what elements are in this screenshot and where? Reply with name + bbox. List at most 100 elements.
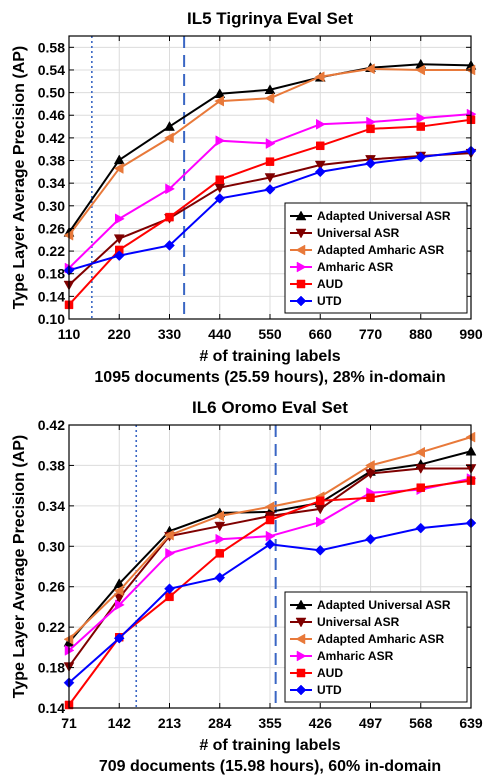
x-tick-label: 990 xyxy=(459,326,483,342)
legend-label: AUD xyxy=(317,666,343,680)
data-point xyxy=(264,173,276,184)
data-point xyxy=(366,493,375,503)
data-point xyxy=(165,592,174,602)
chart-il6-oromo: IL6 Oromo Eval Set 0.14 0.18 0.22 0.26 0.30 0.… xyxy=(11,398,483,775)
data-point xyxy=(163,132,174,144)
data-point xyxy=(113,163,124,174)
data-point xyxy=(316,516,326,528)
data-point xyxy=(416,122,425,131)
data-point xyxy=(215,135,226,147)
data-point xyxy=(214,572,226,583)
data-point xyxy=(265,515,275,525)
y-tick-label: 0.26 xyxy=(38,220,65,236)
legend: Adapted Universal ASR Universal ASR Adapte… xyxy=(284,591,468,703)
data-point xyxy=(366,124,375,134)
x-tick-label: 660 xyxy=(309,326,333,342)
y-tick-label: 0.26 xyxy=(38,579,65,595)
x-tick-label: 71 xyxy=(61,715,77,731)
x-axis-label: # of training labels xyxy=(199,737,340,754)
data-point xyxy=(214,521,226,532)
y-tick-label: 0.18 xyxy=(38,660,65,676)
data-point xyxy=(165,183,176,195)
data-point xyxy=(164,240,175,251)
x-tick-label: 426 xyxy=(309,715,333,731)
data-point xyxy=(163,529,174,541)
legend-label: Universal ASR xyxy=(317,226,400,240)
legend-label: Adapted Amharic ASR xyxy=(317,632,444,646)
y-tick-label: 0.22 xyxy=(38,619,65,635)
data-point xyxy=(215,175,224,185)
x-tick-label: 550 xyxy=(258,326,282,342)
data-point xyxy=(316,118,326,130)
data-point xyxy=(264,92,275,104)
y-tick-label: 0.34 xyxy=(38,498,65,514)
legend-marker xyxy=(296,650,307,662)
legend-label: UTD xyxy=(317,294,342,308)
y-tick-label: 0.14 xyxy=(38,288,65,304)
y-tick-label: 0.58 xyxy=(38,39,65,55)
data-point xyxy=(165,547,176,559)
chart-caption: 1095 documents (25.59 hours), 28% in-dom… xyxy=(94,369,445,386)
chart-title: IL5 Tigrinya Eval Set xyxy=(187,9,353,28)
data-point xyxy=(415,64,425,76)
data-point xyxy=(264,184,276,195)
data-point xyxy=(364,63,375,75)
x-tick-label: 770 xyxy=(359,326,383,342)
legend: Adapted Universal ASR Universal ASR Adapte… xyxy=(284,202,468,314)
data-point xyxy=(113,578,125,588)
legend-label: Adapted Amharic ASR xyxy=(317,243,444,257)
data-point xyxy=(416,112,427,124)
legend-label: Universal ASR xyxy=(317,615,400,629)
data-point xyxy=(113,234,125,245)
data-point xyxy=(164,121,175,131)
legend-marker xyxy=(295,244,306,256)
data-point xyxy=(215,533,226,545)
data-point xyxy=(366,116,377,128)
chart-caption: 709 documents (15.98 hours), 60% in-doma… xyxy=(99,758,441,775)
y-tick-label: 0.50 xyxy=(38,85,65,101)
data-point xyxy=(365,469,376,480)
x-tick-label: 284 xyxy=(208,715,232,731)
x-tick-label: 440 xyxy=(208,326,232,342)
data-point xyxy=(214,510,224,522)
data-point xyxy=(264,501,275,513)
data-point xyxy=(265,530,276,542)
x-tick-label: 880 xyxy=(409,326,433,342)
data-point xyxy=(115,213,125,225)
data-point xyxy=(265,157,275,166)
x-tick-label: 220 xyxy=(108,326,132,342)
data-point xyxy=(214,88,226,98)
legend-label: Amharic ASR xyxy=(317,260,394,274)
data-point xyxy=(314,544,326,556)
data-point xyxy=(113,585,124,597)
y-tick-label: 0.34 xyxy=(38,175,65,191)
legend-marker xyxy=(295,295,307,307)
y-tick-label: 0.30 xyxy=(38,198,65,214)
legend-label: AUD xyxy=(317,277,343,291)
x-tick-label: 355 xyxy=(258,715,282,731)
data-point xyxy=(415,446,425,458)
data-point xyxy=(415,464,427,474)
x-axis-label: # of training labels xyxy=(199,348,340,365)
legend-marker xyxy=(296,668,306,678)
x-tick-label: 568 xyxy=(409,715,433,731)
legend-marker xyxy=(295,633,306,645)
y-tick-label: 0.14 xyxy=(38,700,65,716)
data-point xyxy=(215,549,224,558)
legend-marker xyxy=(295,684,307,696)
x-tick-label: 330 xyxy=(158,326,182,342)
data-point xyxy=(415,522,427,534)
y-tick-label: 0.42 xyxy=(38,417,65,433)
y-tick-label: 0.54 xyxy=(38,62,65,78)
x-tick-label: 639 xyxy=(459,715,483,731)
data-point xyxy=(115,599,125,611)
data-point xyxy=(314,166,326,178)
legend-marker xyxy=(295,599,307,610)
y-tick-label: 0.38 xyxy=(38,457,65,473)
data-point xyxy=(314,160,326,171)
x-tick-label: 497 xyxy=(359,715,383,731)
legend-marker xyxy=(296,279,306,289)
y-tick-label: 0.18 xyxy=(38,266,65,282)
y-axis-label: Type Layer Average Precision (AP) xyxy=(11,435,28,699)
data-point xyxy=(113,593,125,604)
